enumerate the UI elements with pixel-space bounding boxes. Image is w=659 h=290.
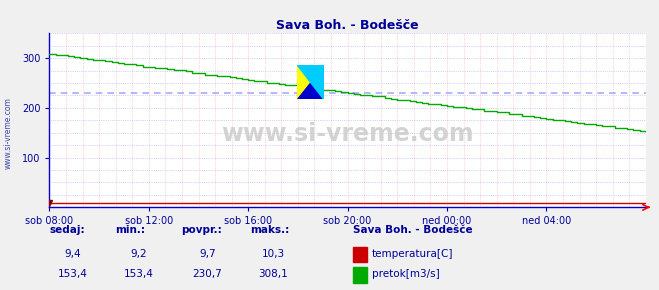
Text: 153,4: 153,4 (123, 269, 154, 279)
Text: temperatura[C]: temperatura[C] (372, 249, 453, 259)
Text: www.si-vreme.com: www.si-vreme.com (221, 122, 474, 146)
Text: pretok[m3/s]: pretok[m3/s] (372, 269, 440, 279)
Text: Sava Boh. - Bodešče: Sava Boh. - Bodešče (353, 225, 473, 235)
Polygon shape (297, 65, 324, 99)
Text: 9,4: 9,4 (64, 249, 81, 259)
Text: www.si-vreme.com: www.si-vreme.com (3, 97, 13, 169)
Text: 153,4: 153,4 (57, 269, 88, 279)
Text: 230,7: 230,7 (192, 269, 223, 279)
Text: sedaj:: sedaj: (49, 225, 85, 235)
Text: 308,1: 308,1 (258, 269, 289, 279)
Text: 9,2: 9,2 (130, 249, 147, 259)
Polygon shape (297, 65, 324, 99)
Text: povpr.:: povpr.: (181, 225, 222, 235)
Text: 9,7: 9,7 (199, 249, 216, 259)
Text: maks.:: maks.: (250, 225, 290, 235)
Text: 10,3: 10,3 (262, 249, 285, 259)
Polygon shape (297, 65, 324, 99)
Text: min.:: min.: (115, 225, 146, 235)
Title: Sava Boh. - Bodešče: Sava Boh. - Bodešče (276, 19, 419, 32)
